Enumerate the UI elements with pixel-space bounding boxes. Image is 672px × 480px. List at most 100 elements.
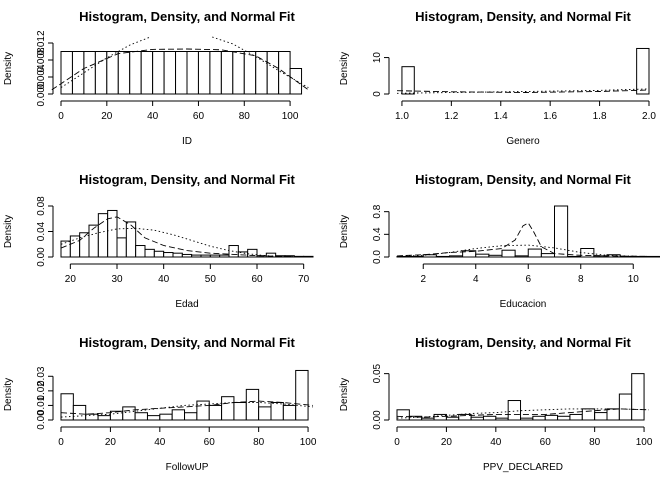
y-axis-label: Density (339, 378, 350, 411)
y-tick-label: 0.000 (36, 81, 47, 106)
histogram-bar (435, 255, 450, 258)
histogram-bar (606, 408, 620, 421)
chart-panel-3: Histogram, Density, and Normal Fit 20 30 40… (3, 172, 314, 310)
y-tick-label: 0.8 (372, 204, 383, 218)
chart-title: Histogram, Density, and Normal Fit (79, 172, 295, 187)
histogram-bar (581, 408, 596, 421)
x-tick-label: 1.8 (593, 111, 607, 122)
histogram-bar (219, 254, 230, 258)
histogram-bar (475, 253, 490, 258)
histogram-bar (152, 51, 165, 95)
y-axis-label: Density (3, 215, 14, 248)
x-tick-label: 1.0 (395, 111, 409, 122)
x-axis: 20 30 40 50 60 70 (65, 263, 310, 285)
x-axis-label: Educacion (500, 299, 547, 310)
y-axis-label: Density (3, 52, 14, 85)
histogram-bar (233, 402, 247, 421)
x-axis-label: ID (182, 136, 192, 147)
histogram-bar (122, 406, 136, 421)
y-axis: 0 10 (372, 52, 390, 97)
chart-panel-5: Histogram, Density, and Normal Fit 0 20 40 6… (3, 335, 317, 473)
histogram-bar (433, 413, 447, 421)
histogram-bar (107, 209, 118, 258)
histogram-bar (237, 251, 249, 258)
x-tick-label: 60 (204, 437, 216, 448)
x-tick-label: 1.2 (444, 111, 458, 122)
x-tick-label: 40 (154, 437, 166, 448)
x-tick-label: 4 (473, 274, 479, 285)
histogram-bar (221, 396, 235, 421)
histogram-bar (135, 245, 146, 258)
x-tick-label: 8 (578, 274, 584, 285)
histogram-bar (645, 255, 660, 258)
histogram-bar (163, 51, 177, 95)
histogram-bar (134, 412, 148, 421)
histogram-bar (482, 415, 497, 421)
chart-panel-4: Histogram, Density, and Normal Fit 2 4 6 8 10… (339, 172, 660, 310)
chart-panel-6: Histogram, Density, and Normal Fit 0 20 40 6… (339, 335, 653, 473)
x-tick-label: 100 (636, 437, 653, 448)
x-tick-label: 60 (193, 111, 205, 122)
histogram-bar (60, 240, 71, 258)
y-tick-label: 0.008 (36, 47, 47, 72)
x-tick-label: 20 (105, 437, 117, 448)
x-axis: 1.0 1.2 1.4 1.6 1.8 2.0 (395, 100, 656, 122)
x-axis: 0 20 40 60 80 100 (394, 426, 653, 448)
x-tick-label: 1.6 (543, 111, 557, 122)
x-tick-label: 50 (205, 274, 217, 285)
histogram-bar (514, 255, 529, 258)
histogram-bar (175, 51, 188, 95)
chart-panel-1: Histogram, Density, and Normal Fit 0 20 40 6… (3, 9, 309, 147)
histogram-bar (228, 245, 239, 258)
x-axis: 0 20 40 60 80 100 (58, 426, 317, 448)
histogram-bar (636, 47, 650, 95)
histogram-bar (527, 248, 542, 258)
density-curve (60, 216, 314, 258)
histogram-bar (520, 417, 534, 421)
histogram-bar (191, 254, 202, 258)
density-curve (51, 48, 309, 91)
x-tick-label: 70 (298, 274, 310, 285)
y-axis: 0.00 0.05 (372, 363, 390, 430)
histogram-bar (243, 51, 257, 95)
y-tick-label: 0.02 (36, 381, 47, 401)
normal-fit-curve (60, 402, 314, 418)
histogram-bar (631, 373, 645, 421)
density-curve (396, 222, 650, 257)
x-tick-label: 60 (540, 437, 552, 448)
chart-title: Histogram, Density, and Normal Fit (415, 9, 631, 24)
x-axis: 0 20 40 60 80 100 (58, 100, 299, 122)
histogram-bar (445, 416, 460, 421)
x-tick-label: 0 (394, 437, 400, 448)
histogram-bar (449, 255, 464, 258)
histogram-bar (172, 252, 183, 258)
histogram-bar (245, 388, 260, 421)
histogram-bar (532, 415, 546, 421)
y-axis: 0.000.010.020.03 (36, 366, 54, 430)
histogram-bar (83, 51, 96, 95)
x-tick-label: 2.0 (642, 111, 656, 122)
histogram-bar (153, 250, 165, 258)
histogram-bar (94, 51, 108, 95)
chart-title: Histogram, Density, and Normal Fit (415, 335, 631, 350)
y-tick-label: 0.00 (36, 410, 47, 430)
x-tick-label: 2 (420, 274, 426, 285)
histogram-bar (265, 252, 277, 258)
histogram-bar (258, 406, 272, 421)
y-axis-label: Density (339, 215, 350, 248)
histogram-bar (488, 254, 503, 258)
histogram-bar (618, 393, 633, 421)
density-curve (60, 400, 314, 415)
x-tick-label: 20 (441, 437, 453, 448)
y-tick-label: 0 (372, 91, 383, 97)
histogram-bar (88, 224, 99, 258)
histogram-bar (282, 404, 297, 421)
histogram-bar (97, 213, 109, 258)
histogram-bar (184, 412, 198, 421)
y-axis: 0.0 0.4 0.8 (372, 204, 390, 264)
y-tick-label: 0.0 (372, 250, 383, 264)
y-axis-label: Density (339, 52, 350, 85)
chart-title: Histogram, Density, and Normal Fit (415, 172, 631, 187)
normal-fit-curve (60, 227, 314, 258)
